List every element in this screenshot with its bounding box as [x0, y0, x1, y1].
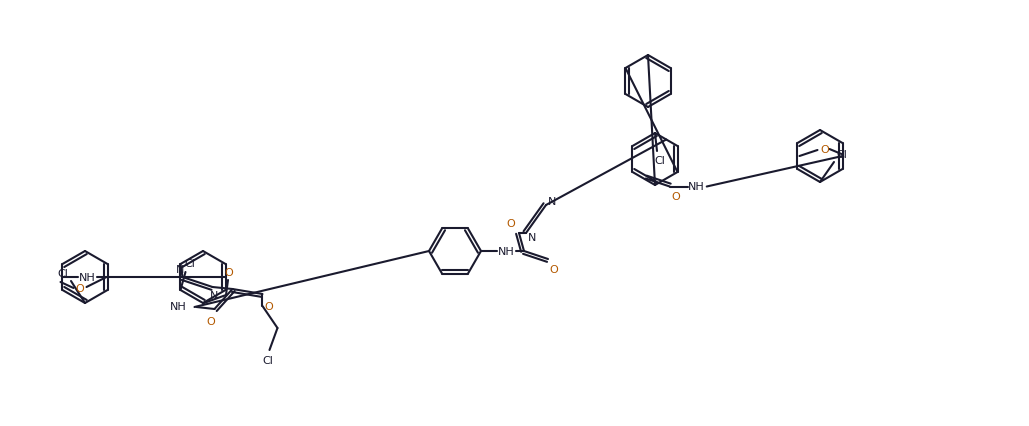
- Text: O: O: [206, 316, 215, 326]
- Text: Cl: Cl: [58, 268, 69, 278]
- Text: Cl: Cl: [262, 355, 273, 365]
- Text: Cl: Cl: [837, 150, 848, 160]
- Text: NH: NH: [688, 182, 705, 192]
- Text: N: N: [210, 290, 219, 300]
- Text: Cl: Cl: [654, 155, 666, 166]
- Text: O: O: [224, 268, 234, 277]
- Text: NH: NH: [498, 246, 514, 256]
- Text: NH: NH: [170, 301, 186, 311]
- Text: O: O: [549, 265, 559, 274]
- Text: O: O: [75, 283, 84, 294]
- Text: N: N: [176, 265, 184, 274]
- Text: NH: NH: [79, 272, 96, 282]
- Text: N: N: [528, 233, 536, 242]
- Text: O: O: [506, 219, 516, 228]
- Text: Cl: Cl: [184, 259, 194, 268]
- Text: N: N: [547, 196, 557, 207]
- Text: O: O: [671, 192, 680, 202]
- Text: O: O: [820, 145, 828, 155]
- Text: O: O: [264, 301, 273, 311]
